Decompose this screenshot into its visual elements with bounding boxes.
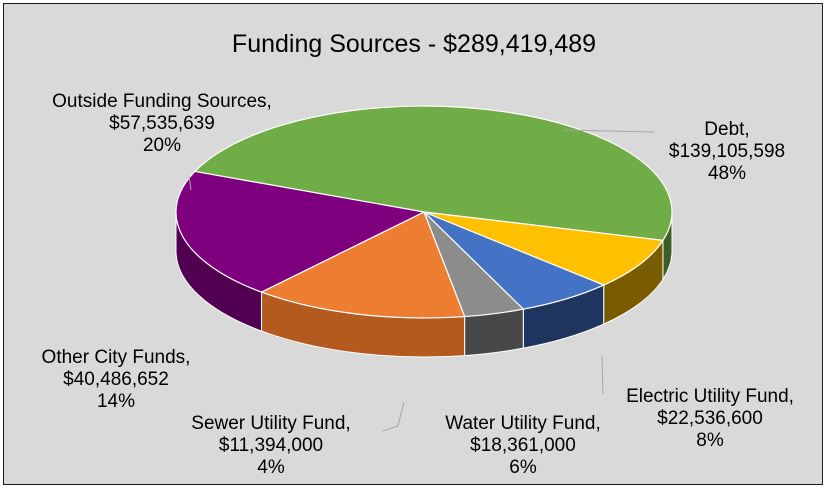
water-amount: $18,361,000	[470, 435, 576, 456]
leader-line-outside-funding-sources	[188, 175, 192, 191]
pie-slice-other-city-funds	[260, 211, 466, 319]
water-name: Water Utility Fund,	[445, 413, 601, 434]
other-amount: $40,486,652	[63, 369, 169, 390]
data-label-outside-funding-sources: Outside Funding Sources, $57,535,639 20%	[12, 91, 312, 157]
electric-percent: 8%	[696, 430, 724, 451]
data-label-water-utility-fund: Water Utility Fund, $18,361,000 6%	[418, 413, 628, 479]
sewer-amount: $11,394,000	[218, 435, 324, 456]
sewer-name: Sewer Utility Fund,	[191, 413, 351, 434]
data-label-electric-utility-fund: Electric Utility Fund, $22,536,600 8%	[600, 386, 820, 452]
debt-name: Debt,	[704, 119, 750, 140]
other-percent: 14%	[96, 391, 136, 412]
pie-chart-3d	[175, 105, 673, 432]
pie-slice-electric-utility-fund	[423, 211, 664, 286]
outside-name: Outside Funding Sources,	[52, 91, 272, 112]
chart-title: Funding Sources - $289,419,489	[231, 30, 597, 58]
data-label-sewer-utility-fund: Sewer Utility Fund, $11,394,000 4%	[166, 413, 376, 479]
outside-amount: $57,535,639	[109, 113, 215, 134]
water-percent: 6%	[509, 457, 537, 478]
leader-line-debt	[563, 129, 655, 133]
data-label-debt: Debt, $139,105,598 48%	[632, 119, 822, 185]
leader-line-sewer-utility-fund	[382, 401, 405, 432]
leader-line-electric-utility-fund	[601, 355, 604, 395]
pie-slice-debt	[194, 105, 673, 241]
chart-area: Funding Sources - $289,419,489 Debt, $13…	[3, 3, 823, 485]
sewer-percent: 4%	[257, 457, 285, 478]
other-name: Other City Funds,	[41, 347, 191, 368]
debt-amount: $139,105,598	[668, 141, 786, 162]
electric-name: Electric Utility Fund,	[626, 386, 794, 407]
debt-percent: 48%	[707, 163, 747, 184]
pie-slice-outside-funding-sources	[175, 170, 425, 293]
data-label-other-city-funds: Other City Funds, $40,486,652 14%	[16, 347, 216, 413]
outside-percent: 20%	[142, 135, 182, 156]
electric-amount: $22,536,600	[657, 408, 763, 429]
